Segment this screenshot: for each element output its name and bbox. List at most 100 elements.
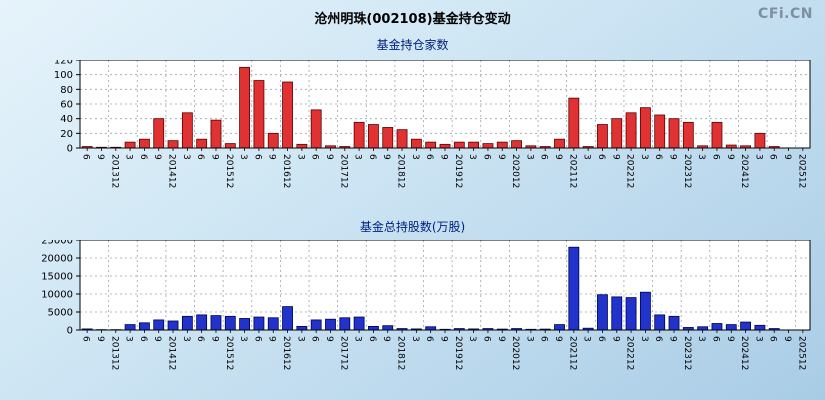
svg-text:6: 6 — [195, 336, 205, 342]
svg-text:3: 3 — [181, 336, 191, 342]
svg-text:202212: 202212 — [625, 154, 635, 188]
svg-text:40: 40 — [60, 114, 73, 125]
svg-text:202112: 202112 — [567, 154, 577, 188]
svg-text:9: 9 — [95, 336, 105, 342]
svg-text:9: 9 — [668, 336, 678, 342]
svg-text:6: 6 — [424, 336, 434, 342]
svg-text:3: 3 — [295, 154, 305, 160]
svg-text:9: 9 — [610, 336, 620, 342]
svg-text:201812: 201812 — [396, 154, 406, 188]
svg-text:202212: 202212 — [625, 336, 635, 370]
svg-text:6: 6 — [252, 154, 262, 160]
svg-text:6: 6 — [310, 336, 320, 342]
svg-text:202512: 202512 — [796, 154, 806, 188]
svg-text:9: 9 — [95, 154, 105, 160]
svg-text:9: 9 — [381, 154, 391, 160]
svg-text:9: 9 — [324, 154, 334, 160]
svg-text:202312: 202312 — [682, 336, 692, 370]
svg-text:6: 6 — [481, 336, 491, 342]
svg-text:80: 80 — [60, 85, 73, 96]
svg-text:6: 6 — [539, 336, 549, 342]
svg-text:201812: 201812 — [396, 336, 406, 370]
svg-text:3: 3 — [524, 154, 534, 160]
svg-text:3: 3 — [524, 336, 534, 342]
svg-text:9: 9 — [381, 336, 391, 342]
cfi-logo: CFi.CN — [758, 6, 813, 22]
svg-text:3: 3 — [410, 336, 420, 342]
svg-text:201912: 201912 — [453, 154, 463, 188]
svg-text:201512: 201512 — [224, 336, 234, 370]
page-title: 沧州明珠(002108)基金持仓变动 — [314, 12, 511, 27]
svg-text:9: 9 — [668, 154, 678, 160]
svg-text:6: 6 — [81, 336, 91, 342]
svg-text:6: 6 — [653, 336, 663, 342]
svg-text:6: 6 — [481, 154, 491, 160]
svg-text:201612: 201612 — [281, 154, 291, 188]
svg-text:0: 0 — [67, 144, 73, 155]
svg-text:3: 3 — [582, 154, 592, 160]
chart2-title: 基金总持股数(万股) — [359, 220, 466, 234]
svg-text:3: 3 — [753, 154, 763, 160]
svg-text:9: 9 — [209, 154, 219, 160]
svg-text:6: 6 — [596, 154, 606, 160]
svg-text:6: 6 — [710, 336, 720, 342]
chart1-title: 基金持仓家数 — [376, 38, 449, 52]
svg-text:3: 3 — [181, 154, 191, 160]
svg-text:6: 6 — [367, 154, 377, 160]
svg-text:6: 6 — [367, 336, 377, 342]
svg-text:9: 9 — [267, 154, 277, 160]
svg-text:3: 3 — [467, 154, 477, 160]
svg-text:3: 3 — [124, 336, 134, 342]
svg-text:10000: 10000 — [41, 290, 73, 301]
svg-text:9: 9 — [152, 154, 162, 160]
svg-text:202012: 202012 — [510, 336, 520, 370]
svg-text:20: 20 — [60, 129, 73, 140]
svg-text:201312: 201312 — [109, 154, 119, 188]
svg-text:6: 6 — [768, 336, 778, 342]
svg-text:202112: 202112 — [567, 336, 577, 370]
svg-text:3: 3 — [238, 336, 248, 342]
svg-text:201712: 201712 — [338, 336, 348, 370]
svg-text:202512: 202512 — [796, 336, 806, 370]
svg-text:9: 9 — [496, 154, 506, 160]
svg-text:9: 9 — [782, 154, 792, 160]
svg-text:6: 6 — [768, 154, 778, 160]
svg-text:9: 9 — [610, 154, 620, 160]
svg-text:3: 3 — [295, 336, 305, 342]
svg-text:6: 6 — [138, 336, 148, 342]
svg-text:6: 6 — [310, 154, 320, 160]
svg-text:3: 3 — [696, 154, 706, 160]
svg-text:5000: 5000 — [48, 308, 73, 319]
svg-text:6: 6 — [596, 336, 606, 342]
svg-text:25000: 25000 — [41, 240, 73, 247]
svg-text:6: 6 — [424, 154, 434, 160]
svg-text:201312: 201312 — [109, 336, 119, 370]
svg-text:20000: 20000 — [41, 254, 73, 265]
svg-text:6: 6 — [138, 154, 148, 160]
svg-text:3: 3 — [639, 154, 649, 160]
svg-text:202012: 202012 — [510, 154, 520, 188]
svg-text:9: 9 — [496, 336, 506, 342]
svg-text:9: 9 — [324, 336, 334, 342]
svg-text:201512: 201512 — [224, 154, 234, 188]
svg-text:3: 3 — [353, 154, 363, 160]
svg-text:9: 9 — [439, 154, 449, 160]
svg-text:9: 9 — [782, 336, 792, 342]
svg-text:9: 9 — [725, 154, 735, 160]
svg-text:6: 6 — [710, 154, 720, 160]
svg-text:201612: 201612 — [281, 336, 291, 370]
svg-text:15000: 15000 — [41, 272, 73, 283]
svg-text:6: 6 — [653, 154, 663, 160]
svg-text:3: 3 — [696, 336, 706, 342]
svg-text:201712: 201712 — [338, 154, 348, 188]
svg-text:100: 100 — [54, 70, 73, 81]
svg-text:3: 3 — [753, 336, 763, 342]
svg-text:201412: 201412 — [167, 154, 177, 188]
svg-text:3: 3 — [353, 336, 363, 342]
svg-text:201412: 201412 — [167, 336, 177, 370]
svg-text:6: 6 — [539, 154, 549, 160]
svg-text:6: 6 — [81, 154, 91, 160]
svg-text:9: 9 — [439, 336, 449, 342]
svg-text:202312: 202312 — [682, 154, 692, 188]
